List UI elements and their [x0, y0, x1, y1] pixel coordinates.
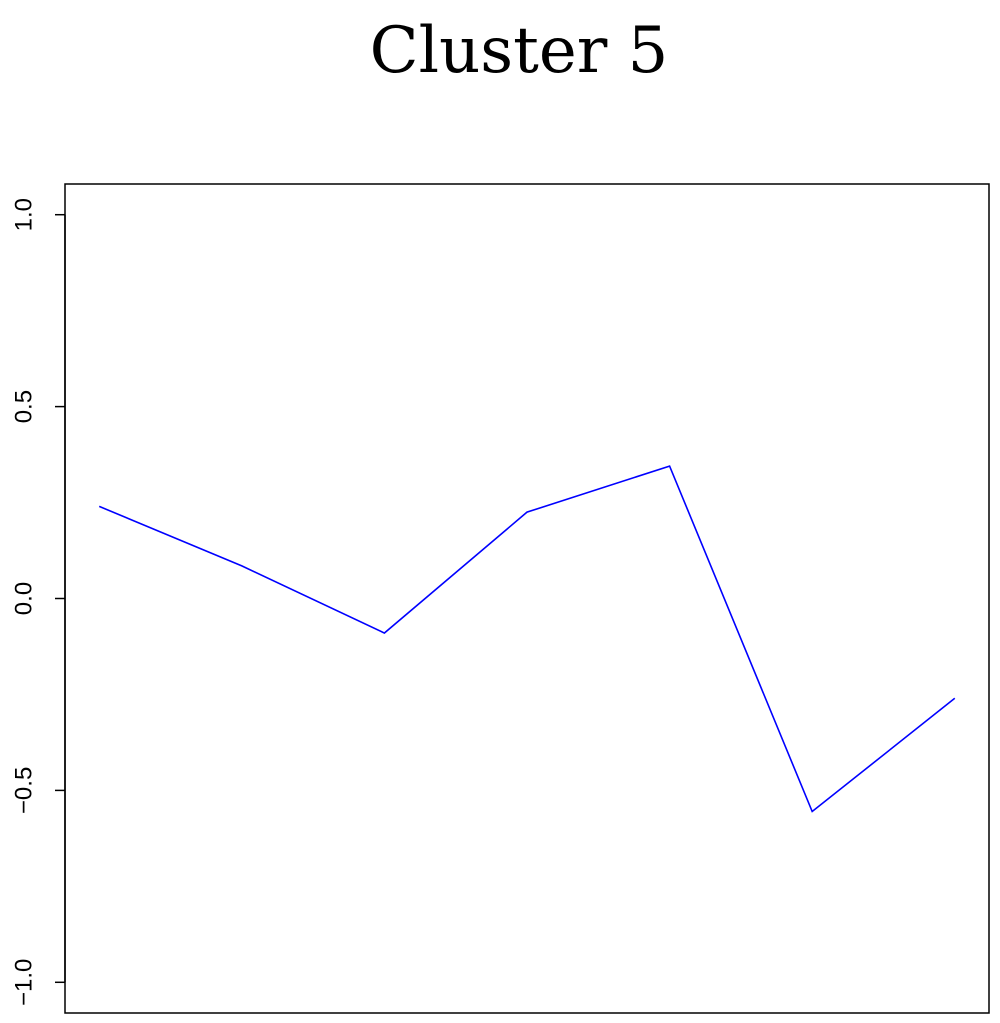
y-tick-label: 0.0 — [10, 582, 37, 615]
y-tick-label: 1.0 — [10, 198, 37, 231]
chart-title: Cluster 5 — [369, 14, 669, 88]
series-layer — [98, 465, 956, 813]
y-tick-label: −0.5 — [10, 767, 37, 814]
y-axis: −1.0 −0.5 0.0 0.5 1.0 — [10, 198, 66, 1006]
y-tick-label: 0.5 — [10, 390, 37, 423]
plot-frame — [64, 183, 990, 1014]
series-line — [98, 465, 956, 813]
y-tick-label: −1.0 — [10, 959, 37, 1006]
